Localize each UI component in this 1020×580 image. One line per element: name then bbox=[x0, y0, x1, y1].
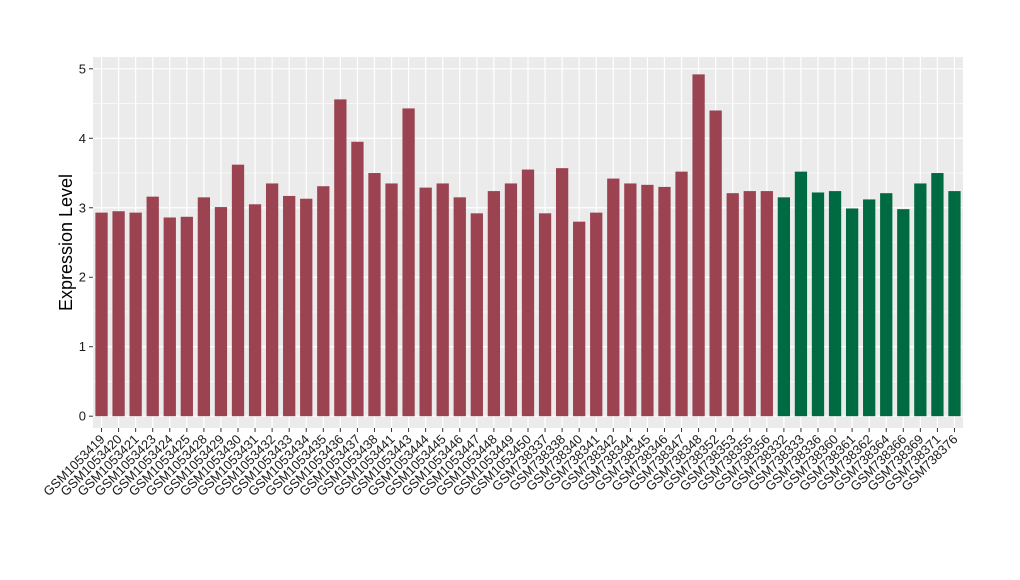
bar-GSM738342 bbox=[607, 178, 620, 417]
bar-GSM1053444 bbox=[419, 187, 432, 417]
bar-GSM1053433 bbox=[283, 195, 296, 417]
bar-GSM738341 bbox=[590, 212, 603, 417]
bar-GSM738356 bbox=[760, 191, 773, 417]
y-tick-label: 2 bbox=[79, 270, 86, 285]
bar-GSM1053436 bbox=[334, 99, 347, 417]
bar-GSM738376 bbox=[948, 191, 961, 417]
bar-GSM738338 bbox=[555, 168, 569, 417]
bar-GSM738347 bbox=[675, 171, 688, 417]
bar-GSM738337 bbox=[538, 213, 552, 417]
bar-GSM1053438 bbox=[368, 173, 381, 417]
y-axis-ticks: 0 1 2 3 4 5 bbox=[79, 61, 93, 424]
bar-GSM738353 bbox=[726, 193, 739, 417]
y-axis-title: Expression Level bbox=[56, 174, 76, 311]
bars bbox=[95, 74, 961, 417]
bar-GSM738360 bbox=[828, 191, 842, 417]
y-tick-label: 3 bbox=[79, 200, 86, 215]
bar-GSM1053434 bbox=[300, 198, 313, 417]
bar-GSM738369 bbox=[914, 183, 927, 417]
bar-GSM1053429 bbox=[214, 207, 228, 417]
y-tick-label: 1 bbox=[79, 339, 86, 354]
bar-GSM738346 bbox=[658, 186, 671, 417]
bar-GSM738340 bbox=[573, 221, 586, 417]
bar-GSM1053421 bbox=[129, 212, 142, 417]
bar-GSM1053435 bbox=[317, 186, 330, 417]
bar-GSM738362 bbox=[863, 199, 876, 417]
bar-GSM1053432 bbox=[265, 183, 279, 417]
bar-GSM738345 bbox=[641, 184, 654, 417]
bar-GSM1053441 bbox=[385, 183, 398, 417]
x-axis-ticks: GSM1053419GSM1053420GSM1053421GSM1053423… bbox=[40, 428, 961, 499]
bar-GSM738336 bbox=[811, 192, 825, 417]
bar-GSM738348 bbox=[692, 74, 705, 417]
bar-GSM1053446 bbox=[453, 197, 466, 417]
bar-GSM1053419 bbox=[95, 212, 108, 417]
bar-GSM1053424 bbox=[163, 217, 176, 417]
bar-GSM1053420 bbox=[112, 211, 125, 417]
bar-GSM738361 bbox=[845, 208, 859, 417]
bar-GSM738352 bbox=[709, 110, 722, 417]
bar-GSM1053450 bbox=[521, 169, 535, 417]
y-tick-label: 4 bbox=[79, 131, 86, 146]
bar-GSM1053431 bbox=[248, 204, 262, 417]
bar-GSM1053445 bbox=[436, 183, 449, 417]
bar-GSM738344 bbox=[624, 183, 637, 417]
bar-GSM1053443 bbox=[402, 108, 415, 417]
bar-GSM738371 bbox=[931, 173, 944, 417]
bar-GSM738366 bbox=[897, 209, 910, 417]
bar-GSM1053430 bbox=[231, 164, 245, 417]
bar-GSM1053423 bbox=[146, 196, 159, 417]
y-tick-label: 5 bbox=[79, 61, 86, 76]
bar-GSM738332 bbox=[777, 197, 791, 417]
bar-GSM738364 bbox=[880, 193, 893, 417]
bar-GSM1053425 bbox=[180, 216, 193, 417]
y-tick-label: 0 bbox=[79, 409, 86, 424]
bar-GSM1053437 bbox=[351, 141, 364, 417]
bar-GSM1053448 bbox=[487, 191, 501, 417]
bar-GSM738333 bbox=[794, 171, 808, 417]
bar-GSM1053428 bbox=[197, 197, 211, 417]
bar-GSM1053447 bbox=[470, 213, 483, 417]
bar-GSM738355 bbox=[743, 191, 756, 417]
bar-GSM1053449 bbox=[504, 183, 518, 417]
